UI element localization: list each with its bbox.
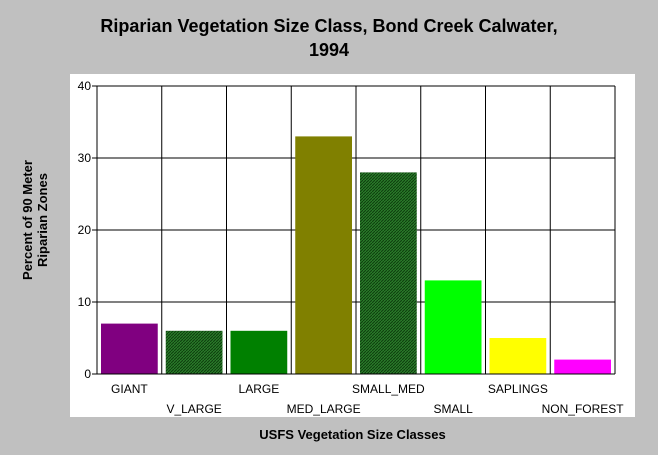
x-tick-label-non-forest: NON_FOREST bbox=[542, 402, 625, 416]
chart-title-line-1: Riparian Vegetation Size Class, Bond Cre… bbox=[100, 16, 558, 36]
bar-med-large bbox=[295, 136, 352, 374]
x-tick-label-large: LARGE bbox=[239, 382, 280, 396]
x-axis-title: USFS Vegetation Size Classes bbox=[259, 427, 446, 442]
bar-small bbox=[424, 280, 482, 374]
bar-v-large bbox=[165, 330, 223, 374]
bar-large bbox=[230, 330, 288, 374]
y-tick-label-0: 0 bbox=[84, 367, 91, 381]
x-tick-label-med-large: MED_LARGE bbox=[287, 402, 361, 416]
bar-giant bbox=[101, 323, 158, 374]
chart-title: Riparian Vegetation Size Class, Bond Cre… bbox=[0, 14, 658, 62]
bar-small-med bbox=[360, 172, 417, 374]
y-tick-label-40: 40 bbox=[78, 79, 92, 93]
y-tick-label-30: 30 bbox=[78, 151, 92, 165]
bar-saplings bbox=[489, 338, 547, 374]
x-tick-label-small: SMALL bbox=[433, 402, 473, 416]
x-tick-label-saplings: SAPLINGS bbox=[488, 382, 548, 396]
x-tick-label-giant: GIANT bbox=[111, 382, 148, 396]
chart-title-line-2: 1994 bbox=[308, 40, 350, 60]
x-tick-label-small-med: SMALL_MED bbox=[352, 382, 425, 396]
x-tick-label-v-large: V_LARGE bbox=[166, 402, 221, 416]
y-tick-label-20: 20 bbox=[78, 223, 92, 237]
bar-non-forest bbox=[554, 359, 611, 374]
y-tick-label-10: 10 bbox=[78, 295, 92, 309]
